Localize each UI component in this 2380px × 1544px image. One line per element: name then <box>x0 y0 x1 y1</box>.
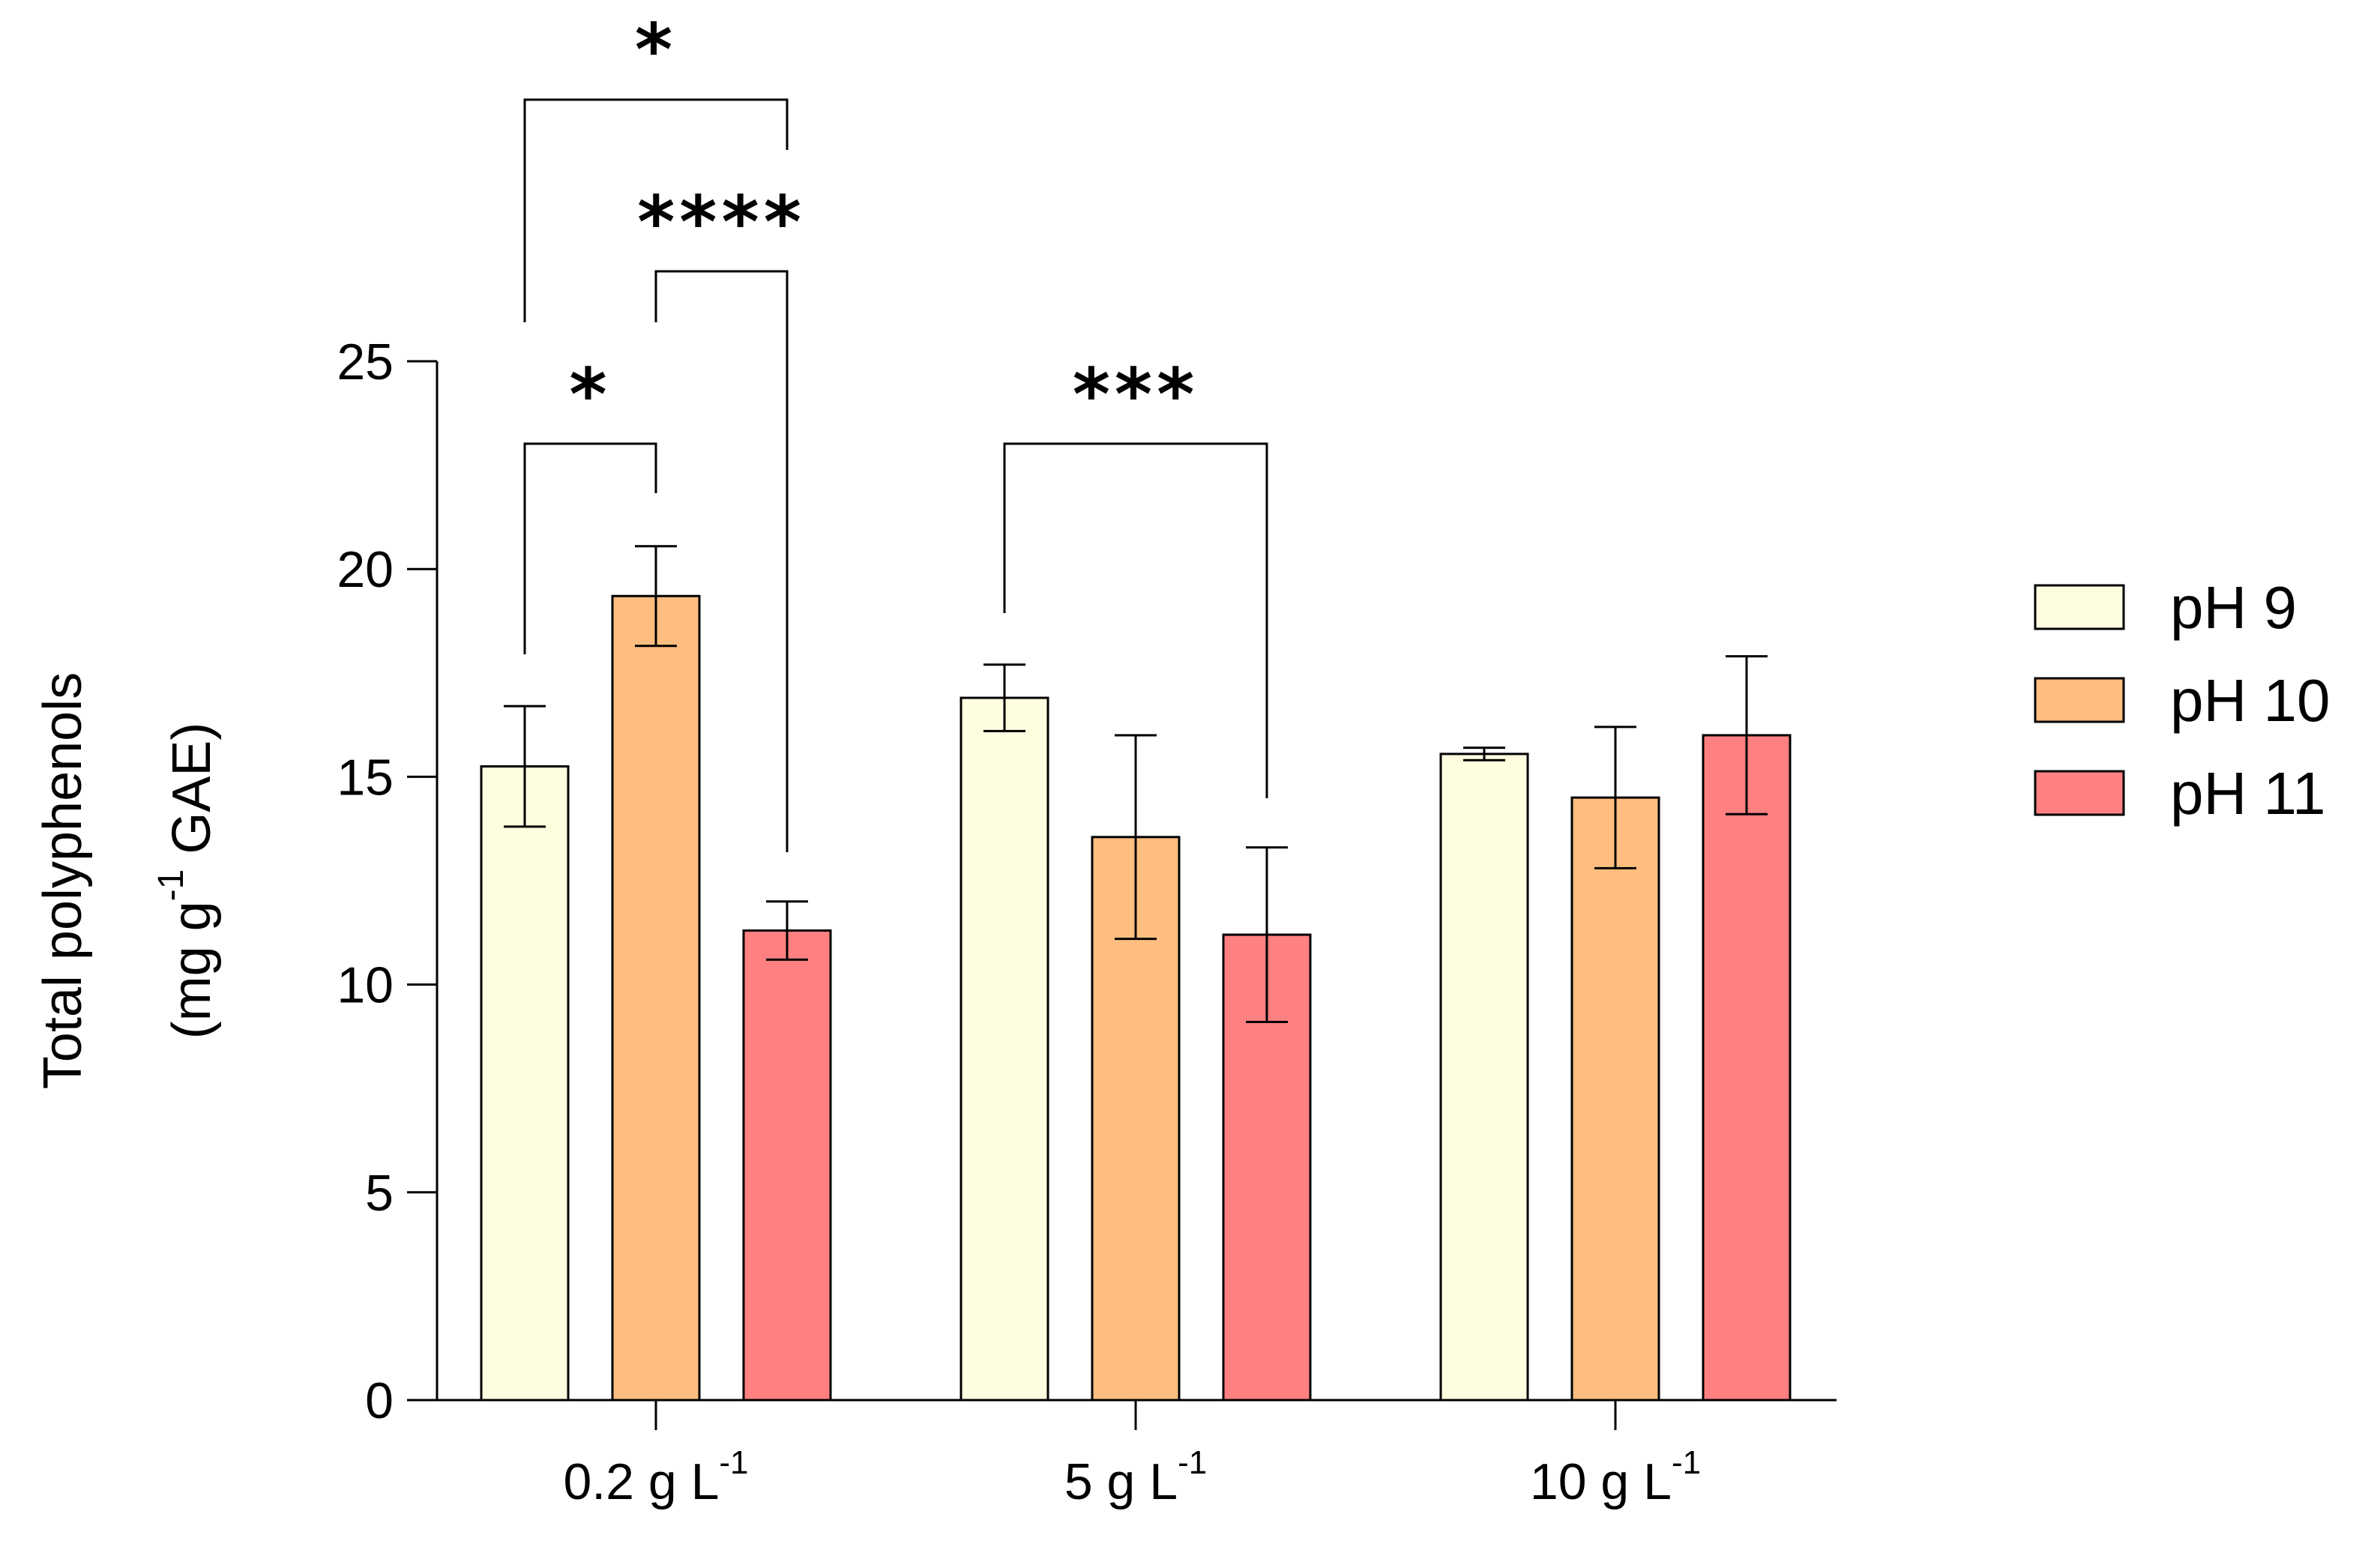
y-tick-label-25: 25 <box>337 334 394 390</box>
legend-label-ph10: pH 10 <box>2170 667 2330 734</box>
y-tick-label-20: 20 <box>337 541 394 598</box>
y-tick-label-0: 0 <box>365 1372 394 1429</box>
x-tick-label-2: 10 g L-1 <box>1530 1444 1701 1510</box>
significance-bracket-2 <box>654 270 789 852</box>
x-tick-label-1: 5 g L-1 <box>1064 1444 1207 1510</box>
significance-label-1: * <box>635 8 677 92</box>
y-axis-title-line1: Total polyphenols <box>33 672 93 1089</box>
legend-label-ph9: pH 9 <box>2170 574 2297 641</box>
significance-bracket-1 <box>523 98 789 322</box>
significance-bracket-3 <box>1003 442 1268 798</box>
bar-ph10-2 <box>1570 796 1660 1402</box>
y-tick-label-15: 15 <box>337 749 394 806</box>
bar-ph9-1 <box>959 696 1049 1402</box>
y-tick-label-5: 5 <box>365 1165 394 1222</box>
y-tick-label-10: 10 <box>337 957 394 1014</box>
y-axis-title-line2: (mg g-1 GAE) <box>151 723 222 1040</box>
significance-label-0: * <box>569 353 611 437</box>
legend-swatch-ph11 <box>2034 770 2125 816</box>
legend-swatch-ph10 <box>2034 677 2125 723</box>
bar-ph11-0 <box>742 929 832 1402</box>
x-tick-label-0: 0.2 g L-1 <box>563 1444 748 1510</box>
significance-label-2: **** <box>637 181 806 265</box>
significance-label-3: *** <box>1073 353 1199 437</box>
bar-ph11-2 <box>1702 734 1792 1402</box>
bar-ph9-0 <box>480 765 570 1402</box>
bar-ph10-0 <box>611 594 701 1402</box>
legend-swatch-ph9 <box>2034 584 2125 630</box>
legend-label-ph11: pH 11 <box>2170 760 2326 827</box>
significance-bracket-0 <box>523 442 657 654</box>
bar-ph9-2 <box>1439 753 1529 1402</box>
